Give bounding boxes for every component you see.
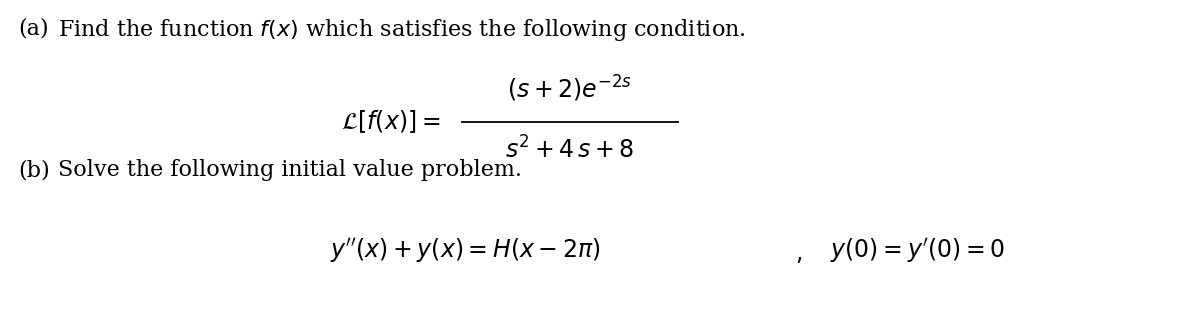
Text: (a): (a) xyxy=(18,17,49,39)
Text: $y(0) = y'(0) = 0$: $y(0) = y'(0) = 0$ xyxy=(830,236,1006,265)
Text: $\mathcal{L}[f(x)] = $: $\mathcal{L}[f(x)] = $ xyxy=(341,109,440,135)
Text: Find the function $f(x)$ which satisfies the following condition.: Find the function $f(x)$ which satisfies… xyxy=(58,17,745,43)
Text: $,$: $,$ xyxy=(796,242,802,265)
Text: (b): (b) xyxy=(18,159,49,181)
Text: Solve the following initial value problem.: Solve the following initial value proble… xyxy=(58,159,522,181)
Text: $(s + 2)e^{-2s}$: $(s + 2)e^{-2s}$ xyxy=(508,74,632,104)
Text: $y''(x) + y(x) = H(x - 2\pi)$: $y''(x) + y(x) = H(x - 2\pi)$ xyxy=(330,236,601,265)
Text: $s^2 + 4\,s + 8$: $s^2 + 4\,s + 8$ xyxy=(505,136,635,164)
